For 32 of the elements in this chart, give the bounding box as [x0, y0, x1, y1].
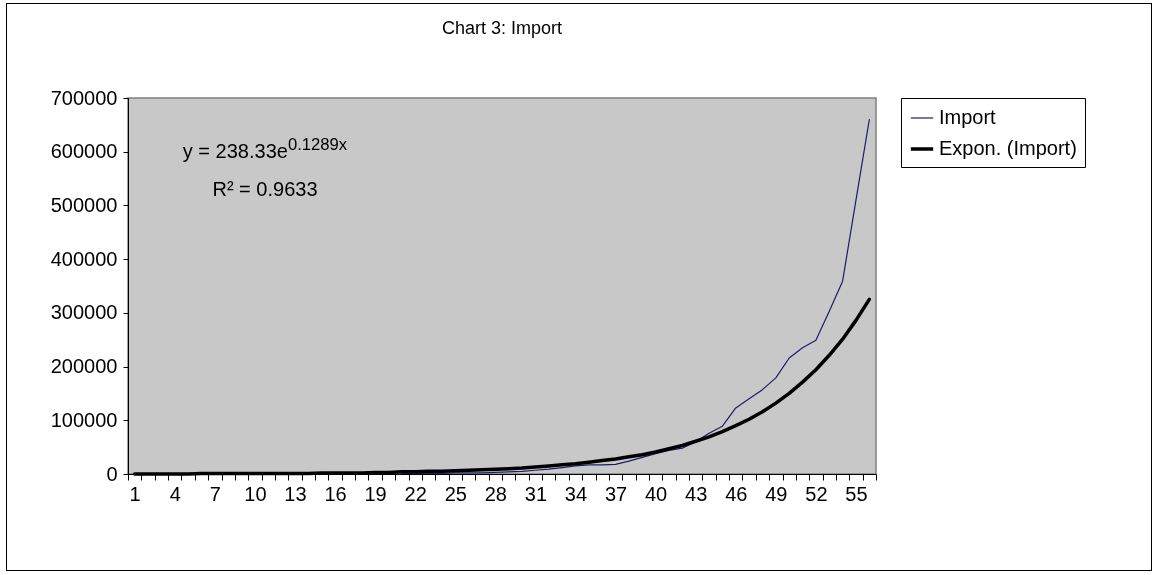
x-tick-label: 37	[604, 482, 628, 505]
x-tick-label: 46	[725, 482, 748, 505]
x-tick-label: 1	[129, 482, 141, 505]
x-tick-label: 43	[685, 482, 708, 505]
x-tick-label: 40	[644, 482, 668, 505]
x-tick-label: 25	[444, 482, 467, 505]
x-tick-label: 4	[169, 482, 181, 505]
x-tick-label: 31	[524, 482, 548, 505]
y-tick-label: 0	[106, 462, 118, 485]
x-tick-label: 28	[484, 482, 507, 505]
x-tick-label: 10	[244, 482, 267, 505]
x-tick-label: 13	[284, 482, 307, 505]
y-tick-label: 700000	[50, 86, 118, 109]
chart-title: Chart 3: Import	[441, 18, 563, 38]
x-tick-label: 49	[765, 482, 788, 505]
y-tick-label: 100000	[50, 408, 118, 431]
x-tick-label: 7	[209, 482, 221, 505]
legend-label: Expon. (Import)	[939, 137, 1077, 159]
x-tick-label: 34	[564, 482, 588, 505]
legend-label: Import	[939, 106, 997, 128]
x-tick-label: 52	[805, 482, 828, 505]
y-tick-label: 200000	[50, 355, 118, 378]
annotation: R² = 0.9633	[212, 177, 318, 201]
x-tick-label: 16	[324, 482, 347, 505]
y-tick-label: 500000	[50, 193, 118, 216]
x-tick-label: 19	[364, 482, 387, 505]
x-tick-label: 22	[404, 482, 427, 505]
annotation: y = 238.33e$^{0.1289x}$	[182, 135, 348, 164]
y-tick-label: 300000	[50, 301, 118, 324]
y-tick-label: 400000	[50, 247, 118, 270]
y-tick-label: 600000	[50, 140, 118, 163]
x-tick-label: 55	[845, 482, 868, 505]
